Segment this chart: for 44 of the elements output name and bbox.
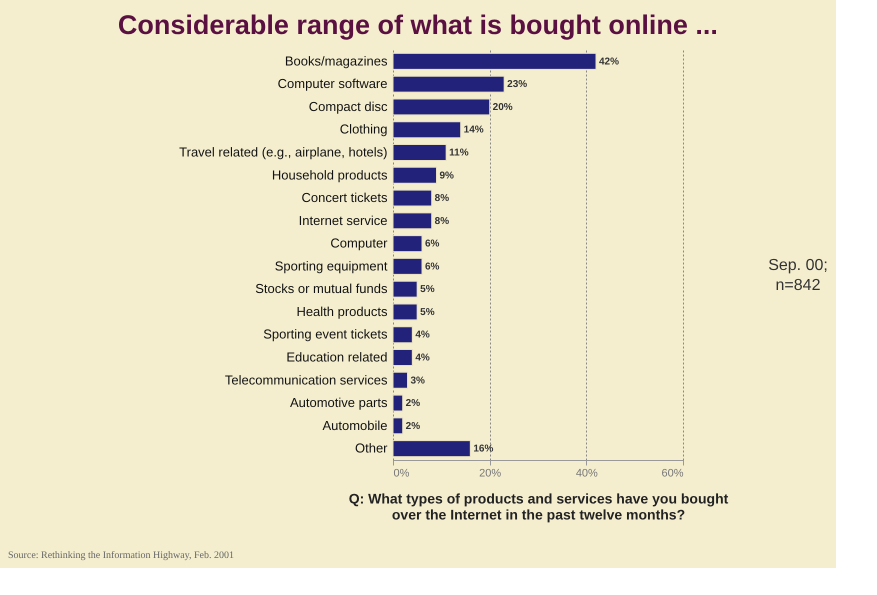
x-tick-label: 60% [661, 468, 684, 480]
y-tick-label: Telecommunication services [224, 372, 388, 388]
x-tick-label: 40% [576, 468, 598, 480]
data-label: 9% [440, 170, 454, 182]
y-tick-label: Education related [286, 350, 388, 364]
source-note: Source: Rethinking the Information Highway, Feb. 2001 [8, 550, 234, 561]
y-tick-label: Travel related (e.g., airplane, hotels) [179, 144, 388, 160]
y-tick-label: Sporting equipment [274, 258, 388, 274]
y-tick-label: Concert tickets [302, 190, 388, 206]
data-label: 5% [420, 284, 435, 296]
data-label: 2% [406, 398, 420, 410]
y-tick-label: Other [354, 440, 388, 456]
y-tick-label: Automotive parts [290, 395, 388, 410]
text: Sep. 00; n=842 [768, 257, 828, 294]
data-label: 14% [464, 124, 484, 136]
x-tick-label: 0% [394, 468, 410, 480]
y-tick-label: Household products [272, 167, 388, 182]
data-label: 8% [434, 216, 450, 227]
data-label: 5% [420, 306, 435, 318]
data-label: 6% [425, 261, 440, 272]
y-tick-label: Sporting event tickets [263, 326, 388, 342]
y-tick-label: Books/magazines [284, 53, 388, 68]
data-label: 4% [415, 352, 430, 364]
data-label: 11% [449, 148, 469, 158]
y-tick-label: Automobile [322, 418, 388, 433]
data-label: 2% [406, 420, 420, 432]
y-tick-label: Compact disc [308, 98, 388, 114]
data-label: 16% [473, 444, 494, 455]
y-tick-label: Health products [296, 304, 388, 319]
x-axis-title: Q: What types of products and services have you bought over the Internet in the past twelve months? [348, 490, 729, 522]
data-label: 6% [425, 238, 440, 250]
y-tick-label: Clothing [340, 122, 388, 137]
data-label: 23% [507, 79, 528, 90]
y-tick-label: Stocks or mutual funds [255, 281, 388, 296]
x-tick-label: 20% [479, 468, 502, 480]
chart-title: Considerable range of what is bought online ... [118, 10, 718, 40]
data-label: 8% [434, 193, 450, 204]
data-label: 42% [599, 56, 620, 68]
data-label: 4% [415, 330, 430, 341]
data-label: 20% [492, 102, 513, 113]
y-tick-label: Internet service [298, 212, 388, 228]
y-tick-label: Computer software [278, 76, 388, 92]
data-label: 3% [410, 375, 426, 386]
y-tick-label: Computer [330, 236, 388, 251]
